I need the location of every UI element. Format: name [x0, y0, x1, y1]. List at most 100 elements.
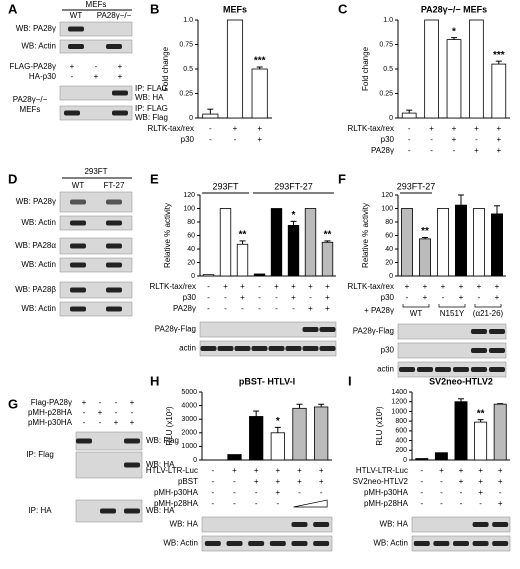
- condition-mark: +: [254, 477, 259, 486]
- blot-band: [472, 541, 489, 546]
- y-tick-label: 600: [395, 428, 407, 435]
- blot-band: [492, 522, 509, 527]
- blot-band: [251, 346, 268, 351]
- blot: [59, 105, 133, 121]
- y-tick-label: 100: [183, 205, 195, 212]
- condition-mark: +: [452, 135, 457, 144]
- treatment-mark: -: [115, 398, 118, 407]
- annotation: *: [276, 416, 280, 427]
- blot-band: [234, 346, 251, 351]
- treatment-name: HA-p30: [29, 72, 57, 81]
- blot-band: [268, 346, 285, 351]
- treatment-mark: +: [98, 408, 103, 417]
- condition-name: pMH-p30HA: [364, 488, 409, 497]
- blot-label: actin: [179, 344, 196, 353]
- condition-mark: +: [495, 282, 500, 291]
- blot-band: [399, 367, 415, 372]
- condition-mark: +: [319, 466, 324, 475]
- bar: [474, 421, 488, 461]
- y-tick-label: 40: [385, 246, 393, 253]
- condition-name: pBST: [178, 477, 198, 486]
- condition-mark: -: [207, 293, 210, 302]
- blot-band: [76, 438, 92, 444]
- condition-mark: -: [460, 488, 463, 497]
- condition-name: HTLV-LTR-Luc: [146, 466, 198, 475]
- condition-mark: -: [440, 488, 443, 497]
- blot-band: [269, 541, 286, 546]
- condition-mark: -: [406, 293, 409, 302]
- condition-mark: -: [276, 499, 279, 508]
- blot: [59, 215, 133, 231]
- bar: [455, 204, 467, 277]
- y-tick-label: 120: [381, 192, 393, 199]
- condition-mark: -: [233, 499, 236, 508]
- blot-band: [70, 243, 86, 249]
- condition-name: PA28γ: [371, 146, 394, 155]
- annotation: **: [477, 408, 485, 419]
- blot-label: WB: HA: [380, 520, 409, 529]
- group-label: 293FT: [212, 181, 239, 191]
- ramp: [293, 499, 328, 508]
- y-tick-label: 0: [189, 115, 193, 122]
- treatment-mark: -: [115, 408, 118, 417]
- condition-name: RLTK-tax/rex: [147, 124, 194, 133]
- bar: [424, 19, 439, 119]
- blot-band: [291, 522, 308, 527]
- condition-name: RLTK-tax/rex: [347, 124, 394, 133]
- condition-mark: +: [275, 477, 280, 486]
- blot: [411, 516, 511, 533]
- lane-label: WT: [72, 181, 85, 190]
- condition-mark: +: [275, 488, 280, 497]
- blot-band: [453, 367, 469, 372]
- blot-band: [100, 508, 116, 514]
- bar: [202, 113, 219, 119]
- condition-mark: +: [496, 124, 501, 133]
- y-axis-label: Relative % activity: [361, 203, 370, 268]
- blot-band: [124, 438, 140, 444]
- group-label: 293FT-27: [397, 181, 436, 191]
- condition-mark: -: [408, 124, 411, 133]
- y-tick-label: 1000: [181, 443, 197, 450]
- y-tick-label: 4000: [181, 402, 197, 409]
- condition-mark: +: [495, 293, 500, 302]
- treatment-mark: +: [130, 418, 135, 427]
- condition-mark: +: [275, 466, 280, 475]
- condition-mark: -: [241, 304, 244, 313]
- panel-label: I: [348, 373, 352, 388]
- blot-band: [106, 199, 122, 205]
- condition-mark: +: [496, 146, 501, 155]
- condition-mark: +: [474, 146, 479, 155]
- y-tick-label: 0.5: [383, 66, 393, 73]
- condition-mark: -: [207, 282, 210, 291]
- condition-mark: -: [420, 466, 423, 475]
- y-tick-label: 1200: [391, 399, 407, 406]
- blot: [59, 237, 133, 255]
- condition-mark: +: [441, 282, 446, 291]
- condition-name: p30: [381, 135, 395, 144]
- bar: [227, 454, 242, 461]
- condition-mark: -: [234, 135, 237, 144]
- blot-band: [124, 508, 140, 514]
- row-label: WB: HA: [135, 93, 164, 102]
- blot-band: [489, 348, 505, 353]
- blot-label: WB: Actin: [163, 539, 198, 548]
- y-tick-label: 0: [389, 273, 393, 280]
- condition-mark: -: [233, 477, 236, 486]
- condition-mark: +: [459, 466, 464, 475]
- condition-mark: -: [320, 488, 323, 497]
- y-tick-label: 1000: [391, 408, 407, 415]
- bar: [226, 19, 244, 119]
- condition-mark: +: [297, 466, 302, 475]
- blot-band: [319, 346, 336, 351]
- panel-label: F: [338, 171, 346, 186]
- blot-band: [70, 287, 86, 293]
- condition-mark: +: [325, 282, 330, 291]
- y-axis-label: Relative % activity: [163, 203, 172, 268]
- condition-mark: -: [255, 499, 258, 508]
- blot-label: p30: [381, 346, 395, 355]
- row-label: WB: HA: [146, 506, 175, 515]
- condition-mark: +: [325, 304, 330, 313]
- blot-label: PA28γ-Flag: [155, 325, 196, 334]
- condition-mark: +: [233, 124, 238, 133]
- condition-mark: +: [498, 477, 503, 486]
